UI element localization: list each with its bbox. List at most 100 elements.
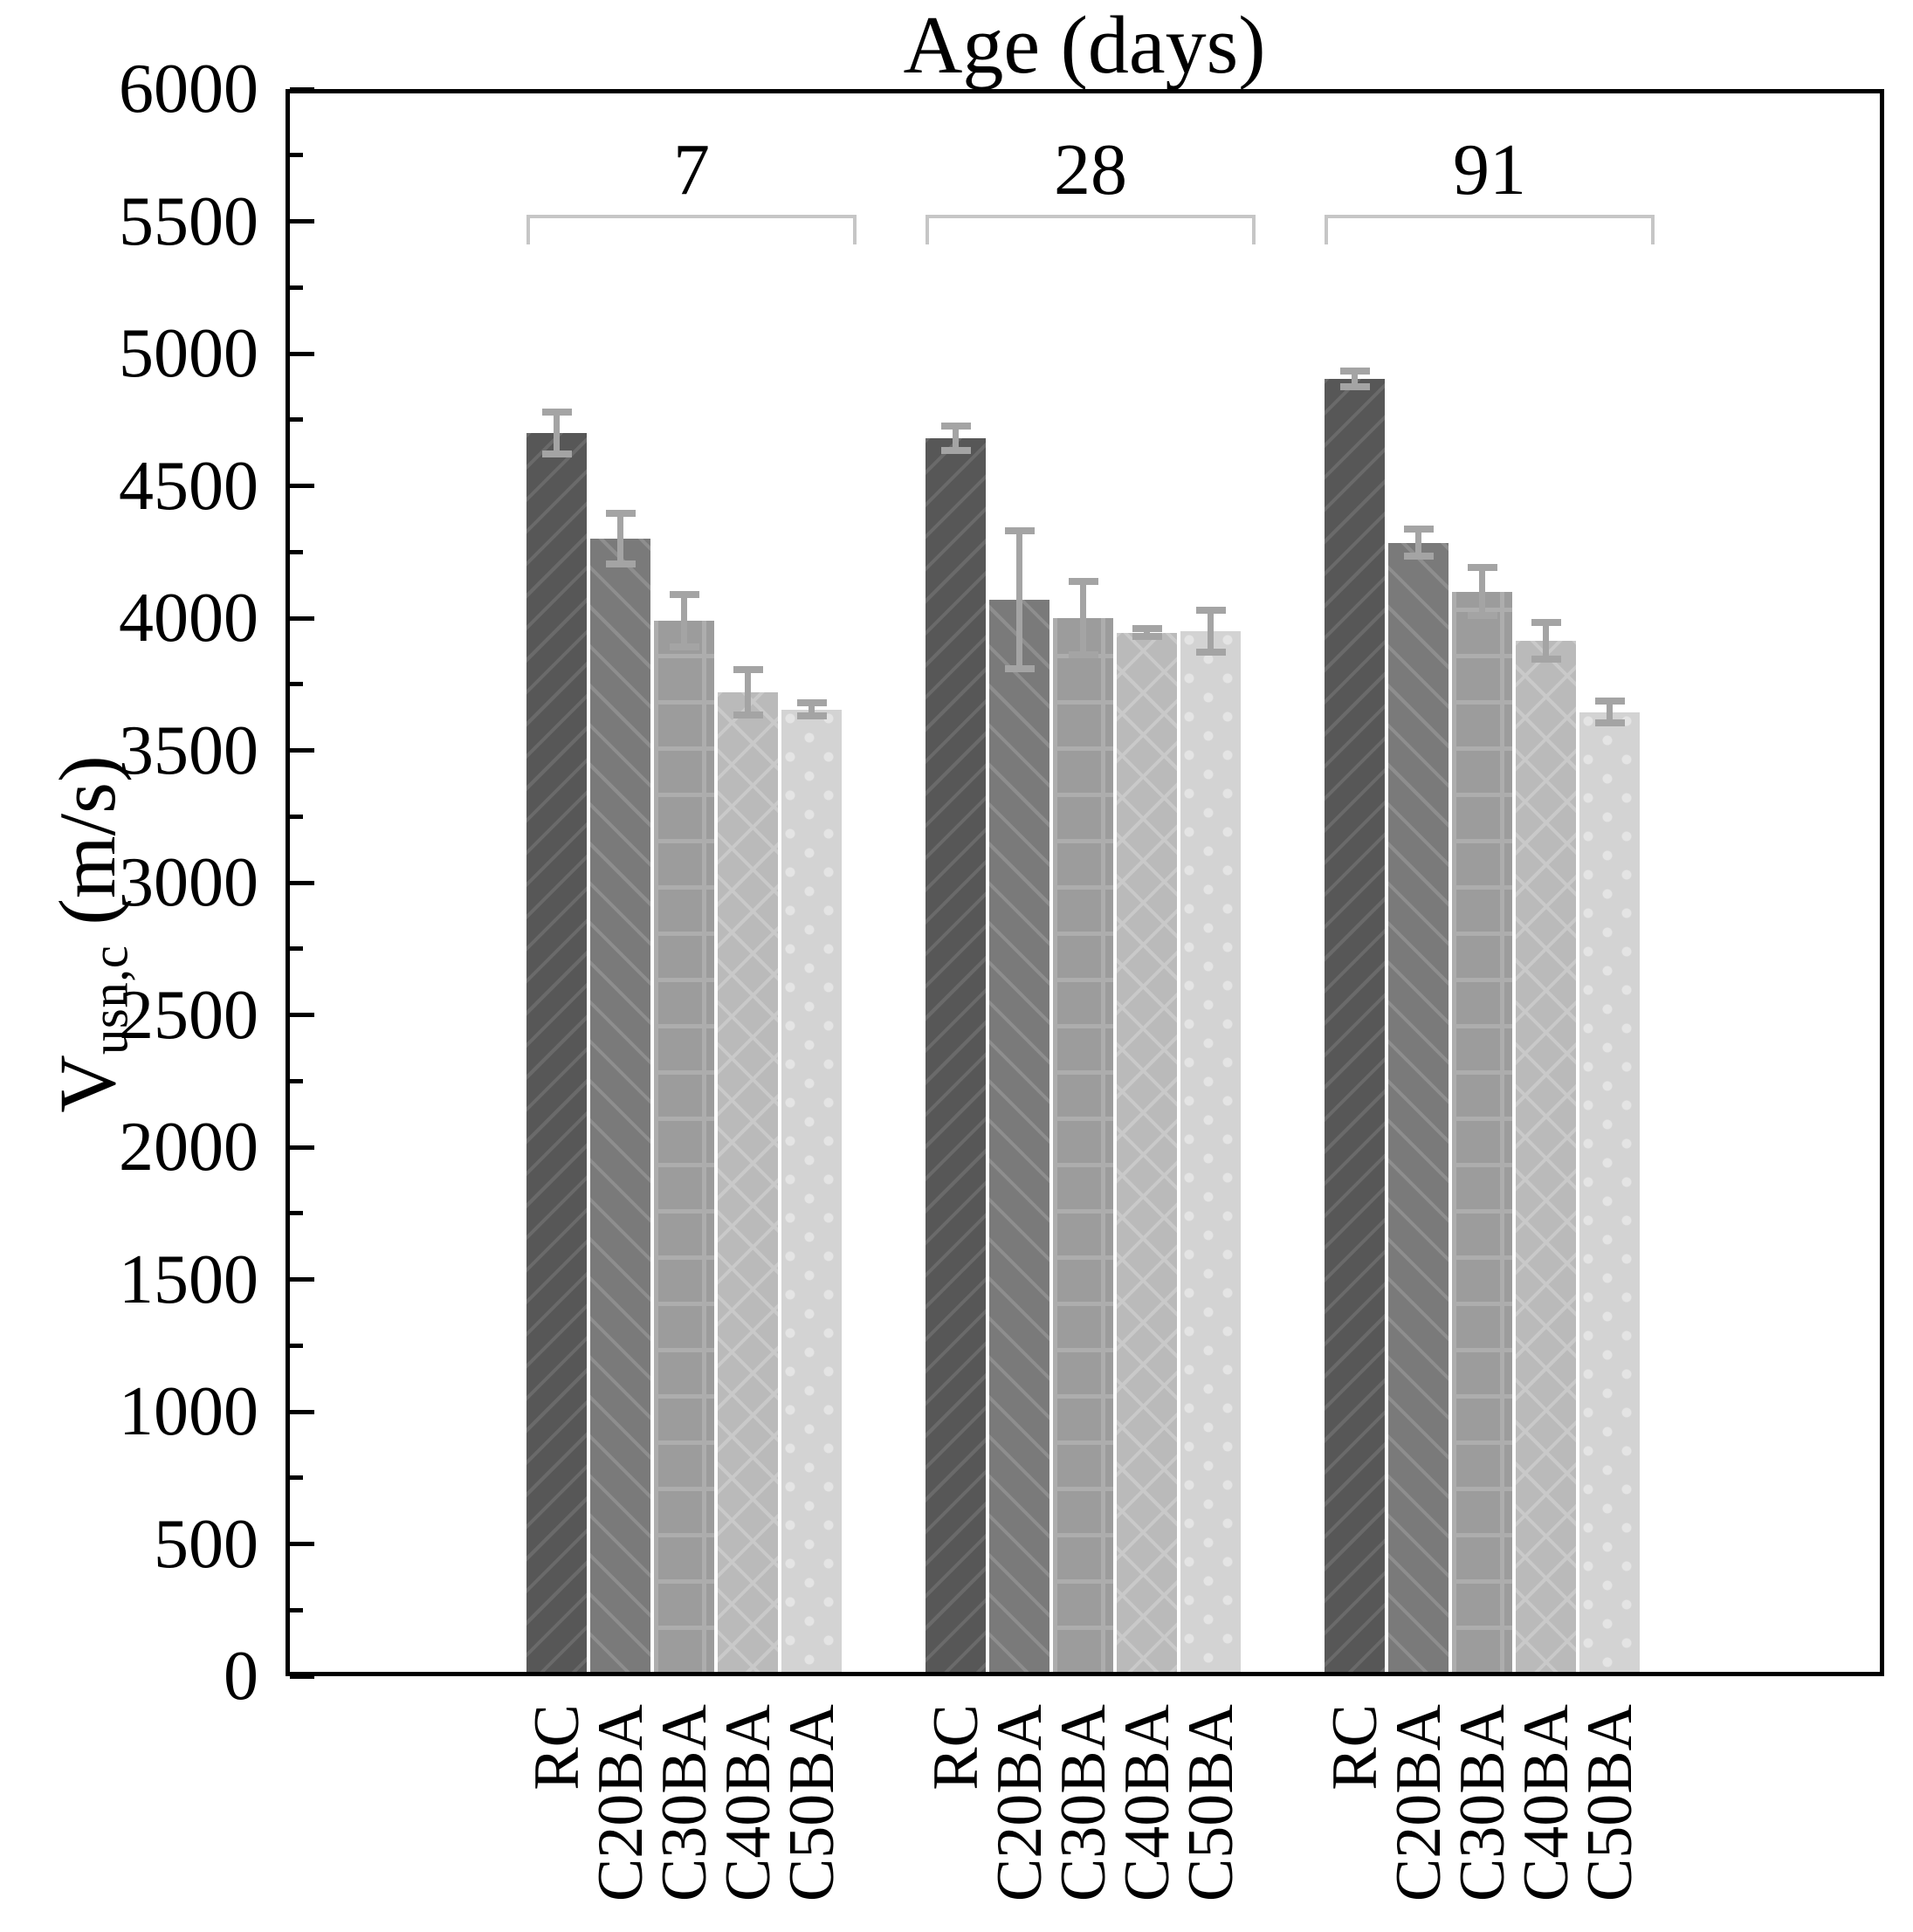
y-tick-label: 0: [224, 1638, 258, 1715]
error-bar-stem: [953, 426, 959, 450]
y-tick-label: 4500: [119, 447, 258, 525]
error-bar-stem: [554, 411, 560, 455]
error-bar-stem: [681, 594, 687, 648]
error-bar-cap-bottom: [1594, 718, 1625, 726]
y-tick-label: 5500: [119, 182, 258, 260]
error-bar-stem: [1016, 531, 1022, 669]
error-bar-cap-bottom: [1531, 655, 1561, 663]
y-major-tick: [290, 880, 314, 885]
y-major-tick: [290, 748, 314, 753]
error-bar-cap-top: [1531, 618, 1561, 626]
bar-C30BA-age7: [654, 621, 714, 1676]
error-bar-cap-top: [1594, 698, 1625, 705]
error-bar-cap-top: [1339, 367, 1370, 375]
error-bar-stem: [1208, 609, 1214, 653]
x-tick-label-C50BA-age28: C50BA: [1174, 1704, 1247, 1902]
x-tick-label-C20BA-age7: C20BA: [584, 1704, 657, 1902]
bar-C50BA-age7: [781, 709, 842, 1676]
y-tick-label: 5000: [119, 315, 258, 392]
x-tick-label-C30BA-age28: C30BA: [1047, 1704, 1119, 1902]
y-minor-tick: [290, 153, 303, 158]
y-tick-label: 1500: [119, 1241, 258, 1318]
bar-C40BA-age91: [1516, 640, 1576, 1676]
error-bar-cap-bottom: [1004, 664, 1035, 672]
group-bracket: [526, 215, 857, 244]
error-bar-stem: [745, 670, 751, 715]
bar-RC-age28: [926, 437, 986, 1676]
bar-C40BA-age28: [1117, 632, 1177, 1676]
y-minor-tick: [290, 1211, 303, 1216]
bar-C20BA-age91: [1388, 542, 1449, 1676]
error-bar-cap-top: [1004, 527, 1035, 534]
error-bar-cap-bottom: [940, 446, 971, 454]
y-tick-label: 4000: [119, 580, 258, 657]
y-tick-label: 3000: [119, 844, 258, 921]
error-bar-cap-top: [1195, 606, 1226, 614]
bar-C20BA-age7: [590, 539, 650, 1676]
error-bar-cap-bottom: [796, 712, 827, 720]
y-major-tick: [290, 1674, 314, 1679]
group-age-label: 91: [1453, 129, 1526, 210]
x-tick-label-RC-age7: RC: [520, 1704, 593, 1791]
x-tick-label-C30BA-age7: C30BA: [648, 1704, 720, 1902]
x-tick-label-C40BA-age7: C40BA: [712, 1704, 784, 1902]
error-bar-stem: [1080, 581, 1086, 656]
y-minor-tick: [290, 1607, 303, 1612]
bar-C40BA-age7: [718, 691, 778, 1676]
x-tick-label-RC-age28: RC: [919, 1704, 992, 1791]
error-bar-stem: [1479, 567, 1485, 615]
bar-C50BA-age28: [1180, 631, 1241, 1676]
error-bar-stem: [1607, 701, 1613, 723]
y-tick-label: 2500: [119, 976, 258, 1054]
error-bar-cap-bottom: [669, 643, 699, 651]
error-bar-stem: [1415, 529, 1421, 556]
x-tick-label-C20BA-age28: C20BA: [983, 1704, 1056, 1902]
x-tick-label-C50BA-age7: C50BA: [775, 1704, 848, 1902]
y-tick-label: 500: [154, 1505, 258, 1583]
x-tick-label-C40BA-age28: C40BA: [1111, 1704, 1183, 1902]
y-major-tick: [290, 86, 314, 92]
y-tick-label: 1000: [119, 1373, 258, 1450]
y-tick-label: 3500: [119, 712, 258, 789]
y-major-tick: [290, 1409, 314, 1414]
y-minor-tick: [290, 682, 303, 687]
error-bar-cap-top: [940, 423, 971, 430]
error-bar-cap-top: [1403, 526, 1434, 533]
error-bar-cap-top: [669, 590, 699, 598]
y-major-tick: [290, 351, 314, 356]
y-major-tick: [290, 1013, 314, 1017]
group-age-label: 7: [673, 129, 710, 210]
error-bar-cap-bottom: [1339, 382, 1370, 390]
error-bar-cap-bottom: [733, 711, 763, 718]
error-bar-cap-bottom: [605, 560, 636, 567]
error-bar-cap-bottom: [1068, 651, 1098, 659]
error-bar-cap-top: [541, 408, 572, 416]
error-bar-cap-bottom: [541, 450, 572, 458]
x-tick-label-C50BA-age91: C50BA: [1573, 1704, 1646, 1902]
bar-C20BA-age28: [989, 599, 1049, 1676]
bar-C50BA-age91: [1579, 712, 1640, 1676]
error-bar-stem: [1144, 629, 1150, 637]
bar-C30BA-age91: [1452, 591, 1512, 1676]
error-bar-stem: [617, 513, 623, 564]
x-tick-label-RC-age91: RC: [1318, 1704, 1391, 1791]
y-major-tick: [290, 1277, 314, 1282]
error-bar-cap-bottom: [1403, 552, 1434, 560]
x-tick-label-C20BA-age91: C20BA: [1382, 1704, 1455, 1902]
error-bar-cap-top: [1467, 564, 1497, 572]
x-tick-label-C40BA-age91: C40BA: [1510, 1704, 1582, 1902]
error-bar-cap-top: [796, 698, 827, 706]
bar-C30BA-age28: [1053, 618, 1113, 1676]
error-bar-cap-top: [733, 666, 763, 674]
error-bar-cap-top: [1068, 577, 1098, 585]
y-minor-tick: [290, 1078, 303, 1083]
group-bracket: [926, 215, 1256, 244]
error-bar-cap-bottom: [1132, 633, 1162, 641]
y-major-tick: [290, 484, 314, 488]
y-minor-tick: [290, 946, 303, 952]
y-minor-tick: [290, 417, 303, 423]
bar-RC-age91: [1325, 378, 1385, 1676]
y-major-tick: [290, 219, 314, 223]
